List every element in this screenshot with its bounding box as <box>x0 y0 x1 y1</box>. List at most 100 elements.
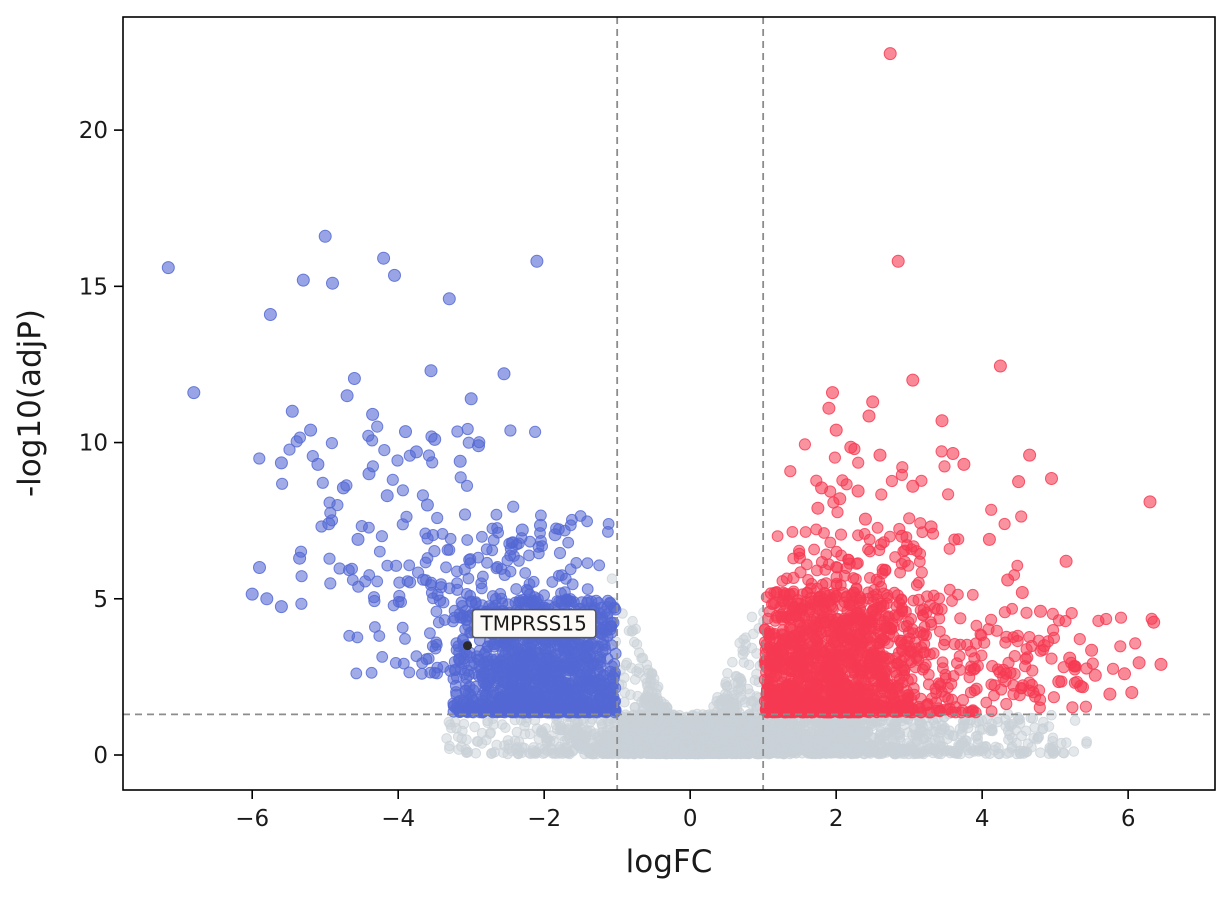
data-point <box>187 386 201 400</box>
y-axis: 0 5 10 15 20 <box>79 118 123 769</box>
data-point <box>428 432 442 446</box>
annotation-box <box>471 608 597 639</box>
data-point <box>924 520 938 534</box>
data-point <box>862 409 876 423</box>
data-point <box>822 401 836 415</box>
x-axis-label: logFC <box>626 844 713 880</box>
data-point <box>497 367 511 381</box>
annotation-label: TMPRSS15 <box>480 612 587 636</box>
data-point <box>858 512 872 526</box>
x-tick-label: −2 <box>527 806 561 832</box>
data-point <box>982 532 996 546</box>
data-point <box>453 454 467 468</box>
data-point <box>957 457 971 471</box>
data-point <box>253 561 266 574</box>
plot-border <box>122 16 1216 791</box>
data-point <box>311 457 325 471</box>
y-tick-label: 10 <box>79 431 108 457</box>
data-point <box>304 423 318 437</box>
down-points-layer <box>161 229 622 719</box>
data-point <box>906 479 920 493</box>
data-point <box>1012 475 1026 489</box>
data-point <box>351 532 365 546</box>
y-tick-label: 15 <box>79 274 108 300</box>
data-point <box>336 481 350 495</box>
x-tick-label: 0 <box>683 806 698 832</box>
plot-area <box>161 47 1168 760</box>
data-point <box>1088 668 1102 682</box>
data-point <box>326 276 339 290</box>
gene-annotation: TMPRSS15 <box>463 608 597 651</box>
data-point <box>1103 687 1117 701</box>
data-point <box>530 254 544 268</box>
data-point <box>935 414 949 428</box>
data-point <box>844 440 858 454</box>
threshold-lines <box>123 17 1215 790</box>
down-regulated-outliers <box>161 229 562 614</box>
data-point <box>260 592 274 606</box>
data-point <box>442 292 456 306</box>
data-point <box>1015 586 1029 599</box>
data-point <box>946 447 960 460</box>
data-point <box>1045 472 1058 485</box>
annotation-point <box>463 641 473 651</box>
data-point <box>891 254 905 268</box>
data-point <box>362 467 376 481</box>
data-point <box>1037 639 1051 653</box>
data-point <box>274 600 288 614</box>
data-point <box>866 395 880 409</box>
data-point <box>1001 573 1015 587</box>
data-point <box>409 445 423 459</box>
data-point <box>347 372 361 385</box>
data-point <box>1023 448 1037 462</box>
x-tick-label: 6 <box>1121 806 1136 832</box>
data-point <box>424 364 438 378</box>
data-point <box>548 528 562 542</box>
data-point <box>285 404 299 418</box>
y-axis-label: -log10(adjP) <box>12 309 48 497</box>
up-points-layer <box>758 47 1168 719</box>
data-point <box>472 439 485 453</box>
data-point <box>504 542 518 556</box>
data-point <box>296 273 310 287</box>
y-tick-label: 20 <box>79 118 108 144</box>
data-point <box>245 587 259 601</box>
data-point <box>322 517 336 531</box>
data-point <box>515 523 529 537</box>
data-point <box>534 518 547 532</box>
x-tick-label: −4 <box>381 806 415 832</box>
data-point <box>464 392 478 406</box>
data-point <box>1063 651 1077 665</box>
up-regulated-outliers <box>811 47 1168 701</box>
data-point <box>388 268 401 282</box>
data-point <box>873 448 887 462</box>
data-point <box>263 308 277 321</box>
data-point <box>380 489 394 503</box>
data-point <box>826 386 839 400</box>
data-point <box>883 47 897 61</box>
data-point <box>1147 615 1161 629</box>
ns-points-layer <box>441 573 1092 760</box>
data-point <box>906 373 920 387</box>
cluster-down-high <box>253 420 567 610</box>
data-point <box>1059 554 1073 568</box>
data-point <box>1074 679 1088 693</box>
x-axis: −6 −4 −2 0 2 4 6 <box>235 790 1135 832</box>
cluster-up-high <box>784 438 1028 606</box>
x-tick-label: −6 <box>235 806 269 832</box>
data-point <box>161 261 175 275</box>
data-point <box>1118 667 1131 681</box>
data-point <box>1143 495 1157 509</box>
data-point <box>420 498 434 512</box>
x-tick-label: 2 <box>829 806 844 832</box>
data-point <box>377 251 391 265</box>
data-point <box>1132 656 1146 670</box>
data-point <box>815 481 829 495</box>
data-point <box>829 423 843 437</box>
data-point <box>851 484 865 498</box>
data-point <box>811 501 825 515</box>
data-point <box>895 529 909 543</box>
data-point <box>1085 643 1099 657</box>
